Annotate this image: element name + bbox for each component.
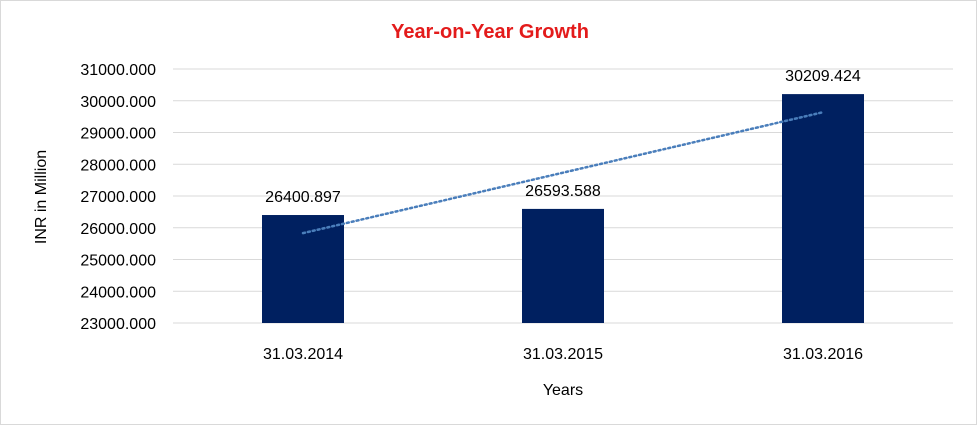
bar: [262, 215, 344, 323]
y-tick-label: 29000.000: [80, 126, 156, 143]
trendline-path: [301, 110, 825, 235]
bar: [782, 94, 864, 323]
x-axis-title: Years: [543, 382, 583, 399]
data-labels: 26400.897 26593.588 30209.424: [265, 68, 861, 206]
x-tick-label: 31.03.2014: [263, 346, 343, 363]
chart-title: Year-on-Year Growth: [391, 21, 589, 43]
bar: [522, 208, 604, 323]
y-tick-label: 31000.000: [80, 62, 156, 79]
data-label: 26400.897: [265, 189, 341, 206]
y-tick-label: 23000.000: [80, 316, 156, 333]
y-tick-label: 25000.000: [80, 253, 156, 270]
bars: [262, 94, 864, 323]
data-label: 30209.424: [785, 68, 861, 85]
trendline: [301, 110, 825, 235]
data-label: 26593.588: [525, 183, 601, 200]
y-axis-tick-labels: 23000.000 24000.000 25000.000 26000.000 2700…: [80, 62, 156, 333]
x-tick-label: 31.03.2015: [523, 346, 603, 363]
x-axis-tick-labels: 31.03.2014 31.03.2015 31.03.2016: [263, 346, 863, 363]
y-tick-label: 28000.000: [80, 157, 156, 174]
y-tick-label: 26000.000: [80, 221, 156, 238]
y-tick-label: 27000.000: [80, 189, 156, 206]
y-tick-label: 30000.000: [80, 94, 156, 111]
y-axis-title: INR in Million: [33, 150, 50, 244]
y-tick-label: 24000.000: [80, 284, 156, 301]
x-tick-label: 31.03.2016: [783, 346, 863, 363]
